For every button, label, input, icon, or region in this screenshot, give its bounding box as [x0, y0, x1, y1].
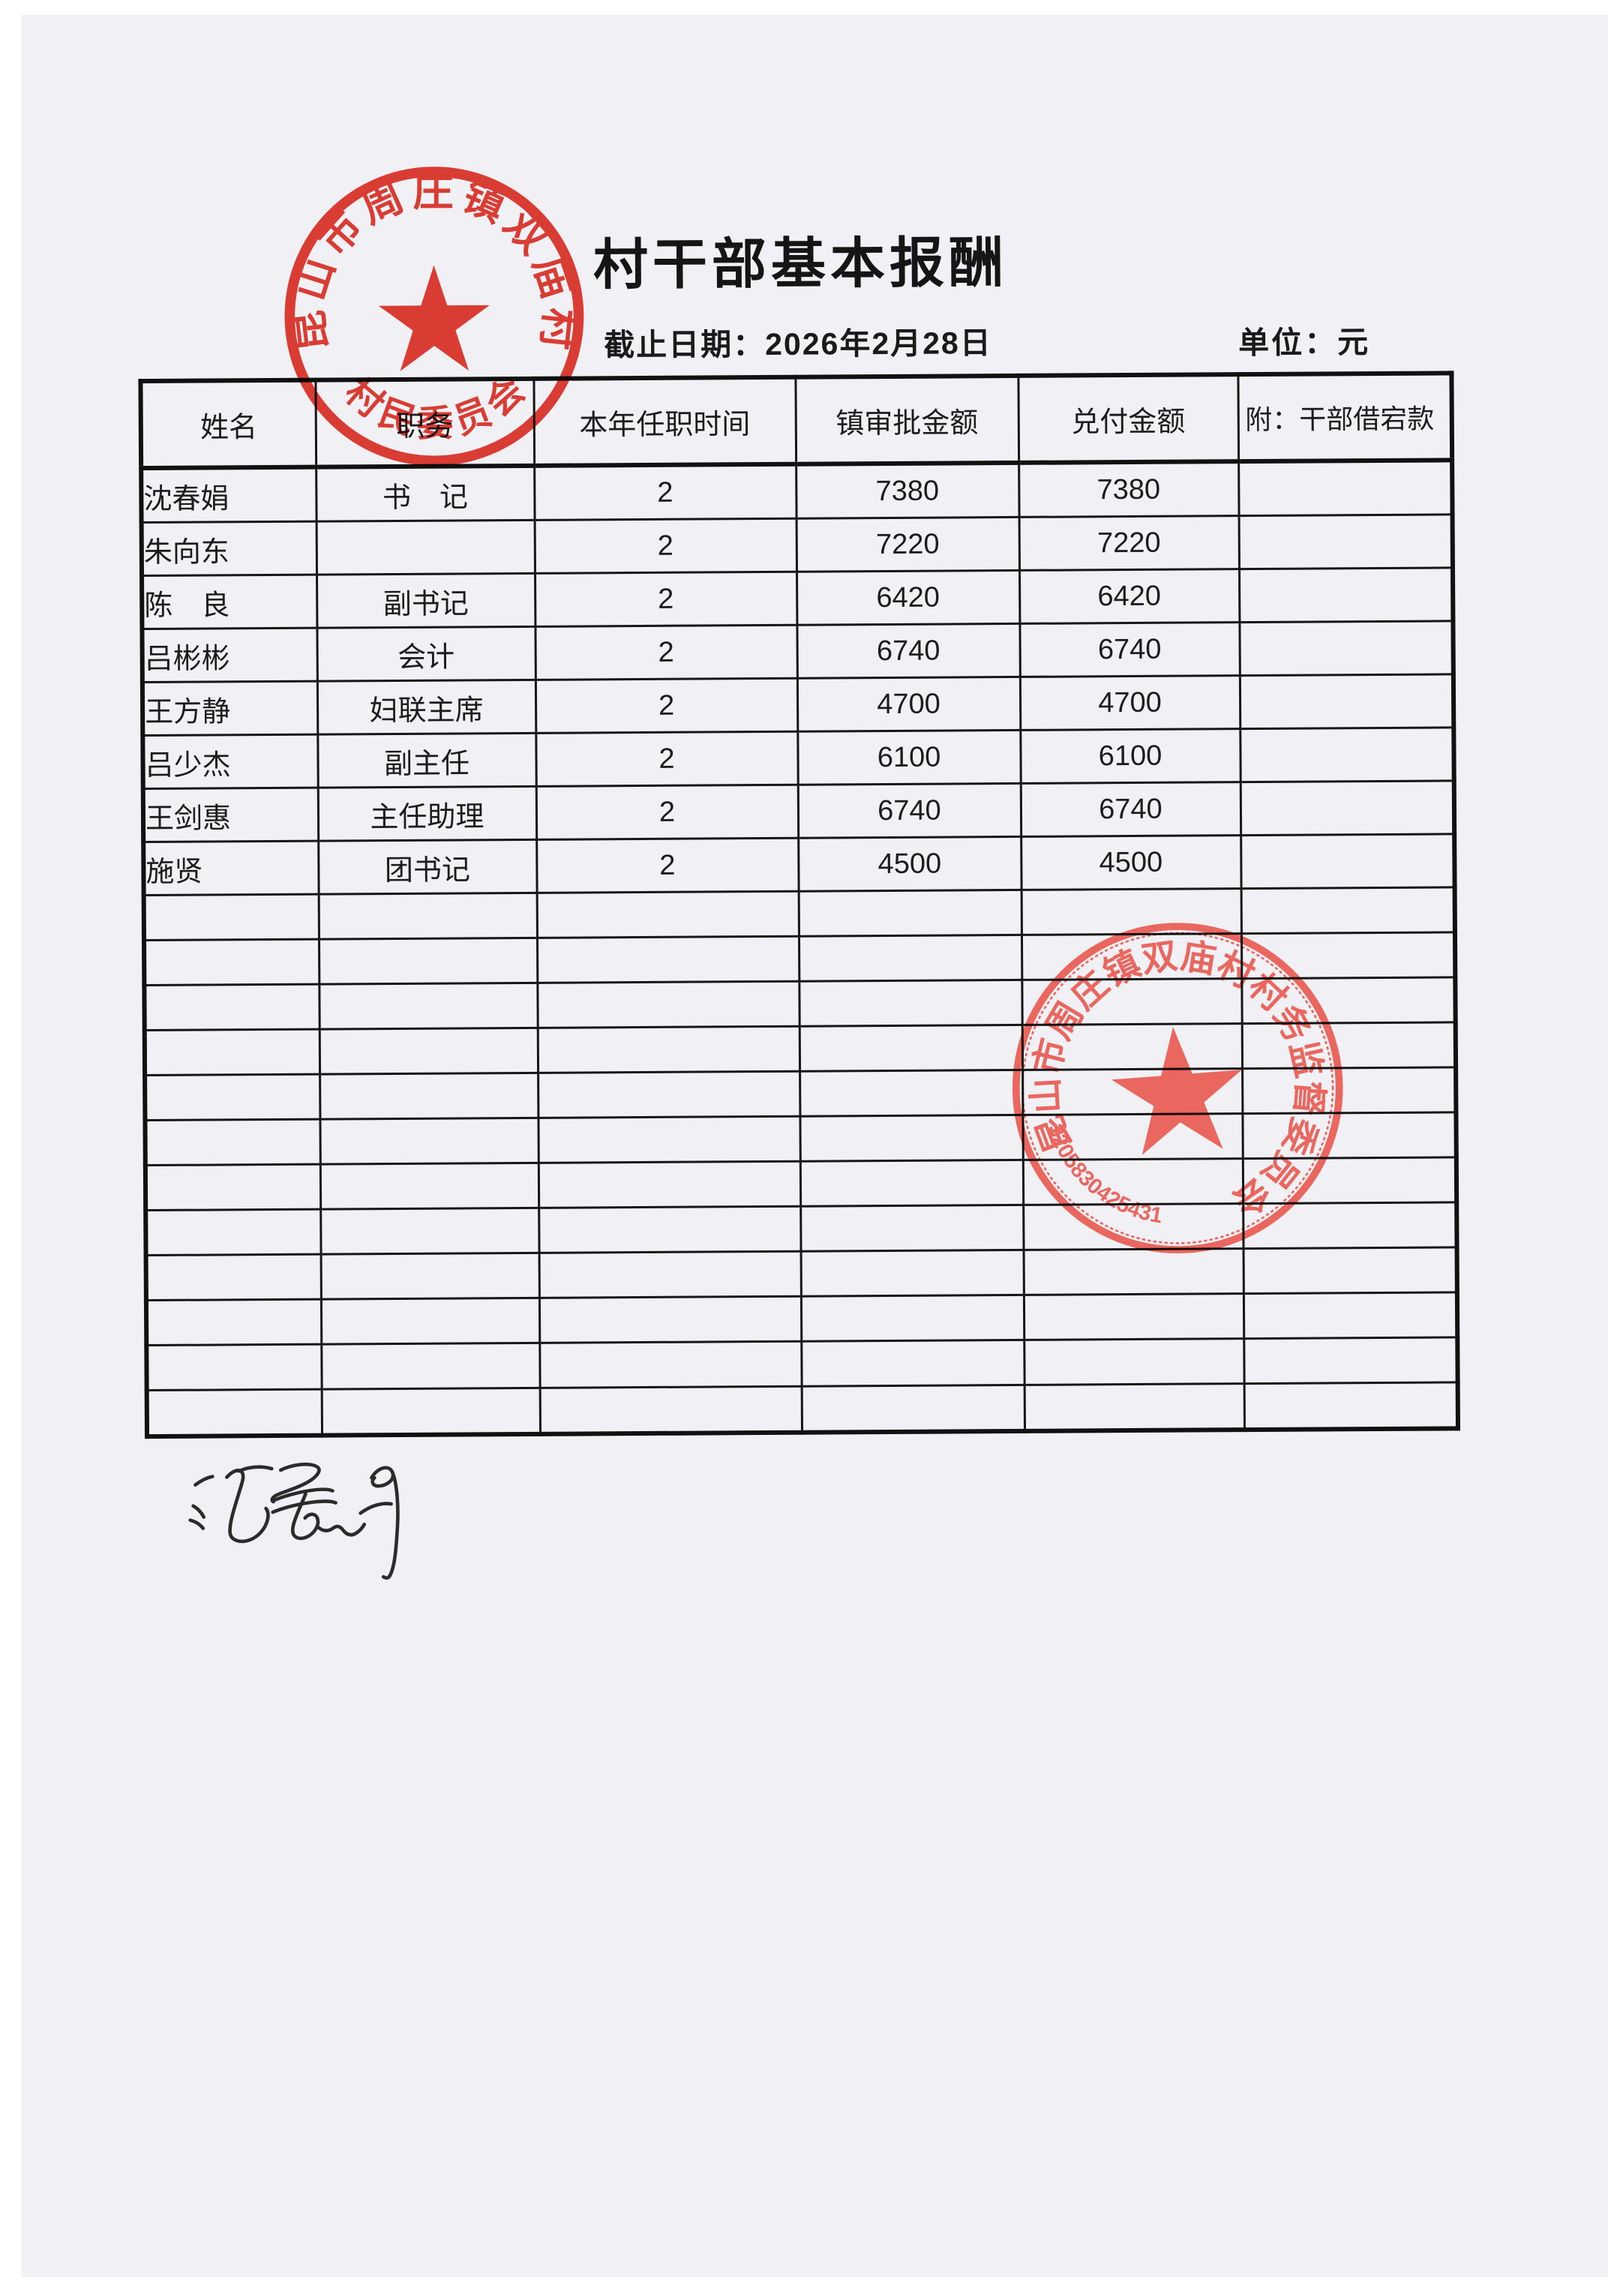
- cell-role: 副书记: [316, 573, 536, 629]
- empty-table-row: [146, 1337, 1458, 1391]
- table-row: 施贤 团书记 2 4500 4500: [143, 833, 1455, 896]
- cell-tenure: 2: [534, 518, 797, 574]
- cell-approved: 6740: [796, 623, 1020, 679]
- cell-paid: 7220: [1018, 515, 1239, 571]
- cell-role: 会计: [316, 626, 536, 682]
- cell-tenure: 2: [535, 678, 798, 734]
- cell-tenure: 2: [535, 625, 797, 680]
- cell-approved: 7380: [796, 462, 1019, 519]
- col-header-note: 附：干部借宕款: [1238, 373, 1453, 462]
- empty-table-row: [146, 1292, 1458, 1346]
- seal-star-icon: [378, 265, 490, 371]
- scanned-paper: [21, 15, 1608, 2277]
- cell-role: [316, 520, 536, 575]
- cell-approved: 6740: [797, 783, 1022, 839]
- cell-tenure: 2: [535, 572, 797, 627]
- cell-note: [1238, 567, 1454, 623]
- cell-note: [1240, 780, 1455, 836]
- table-row: 吕彬彬 会计 2 6740 6740: [142, 620, 1454, 683]
- handwritten-signature: 沈春娟: [184, 1460, 433, 1600]
- col-header-paid: 兑付金额: [1018, 374, 1239, 463]
- cell-name: 吕少杰: [142, 734, 318, 789]
- cell-name: 朱向东: [141, 521, 317, 576]
- col-header-approved: 镇审批金额: [795, 375, 1019, 464]
- cell-paid: 4500: [1021, 835, 1241, 890]
- table-row: 王方静 妇联主席 2 4700 4700: [142, 674, 1454, 736]
- cutoff-date-label: 截止日期：2026年2月28日: [604, 326, 992, 363]
- cell-tenure: 2: [536, 731, 798, 787]
- table-row: 王剑惠 主任助理 2 6740 6740: [142, 780, 1455, 842]
- cell-name: 吕彬彬: [142, 628, 317, 683]
- cell-note: [1240, 833, 1455, 889]
- table-row: 陈 良 副书记 2 6420 6420: [142, 567, 1454, 629]
- table-row: 吕少杰 副主任 2 6100 6100: [142, 727, 1454, 789]
- cell-name: 陈 良: [142, 575, 317, 629]
- cell-paid: 4700: [1019, 675, 1240, 731]
- cell-paid: 7380: [1018, 461, 1239, 518]
- cell-paid: 6740: [1020, 782, 1241, 837]
- cell-tenure: 2: [536, 785, 799, 840]
- cell-paid: 6740: [1019, 622, 1240, 677]
- cell-name: 王剑惠: [142, 788, 319, 842]
- cell-note: [1239, 620, 1454, 676]
- cell-note: [1238, 460, 1453, 516]
- cell-paid: 6420: [1019, 569, 1240, 624]
- cell-name: 王方静: [142, 681, 318, 736]
- svg-text:村民委员会: 村民委员会: [337, 370, 532, 445]
- cell-approved: 6420: [796, 570, 1020, 626]
- cell-approved: 4500: [798, 836, 1022, 892]
- official-seal-supervision-committee-icon: 昆山市周庄镇双庙村村务监督委员会 3205830425431: [999, 909, 1357, 1267]
- cell-approved: 6100: [797, 730, 1021, 785]
- cell-role: 团书记: [318, 839, 537, 895]
- cell-name: 施贤: [143, 841, 319, 896]
- cell-role: 主任助理: [317, 786, 537, 842]
- cell-tenure: 2: [536, 838, 799, 893]
- official-seal-village-committee-icon: 昆山市周庄镇双庙村 村民委员会: [273, 155, 596, 478]
- cell-note: [1239, 674, 1454, 729]
- unit-label: 单位：元: [1238, 325, 1371, 361]
- cell-note: [1240, 727, 1454, 782]
- seal-arc-bottom-text: 村民委员会: [337, 370, 532, 445]
- cell-role: 妇联主席: [316, 680, 536, 735]
- page-title: 村干部基本报酬: [592, 233, 1009, 296]
- cell-role: 副主任: [317, 733, 536, 788]
- cell-paid: 6100: [1020, 728, 1240, 784]
- remuneration-table: 姓名 职务 本年任职时间 镇审批金额 兑付金额 附：干部借宕款 沈春娟 书 记 …: [138, 371, 1461, 1439]
- cell-approved: 4700: [796, 677, 1021, 732]
- empty-table-row: [146, 1382, 1459, 1437]
- seal-star-icon: [1111, 1027, 1242, 1155]
- cell-note: [1238, 514, 1453, 569]
- cell-approved: 7220: [796, 517, 1020, 572]
- table-row: 朱向东 2 7220 7220: [141, 514, 1453, 576]
